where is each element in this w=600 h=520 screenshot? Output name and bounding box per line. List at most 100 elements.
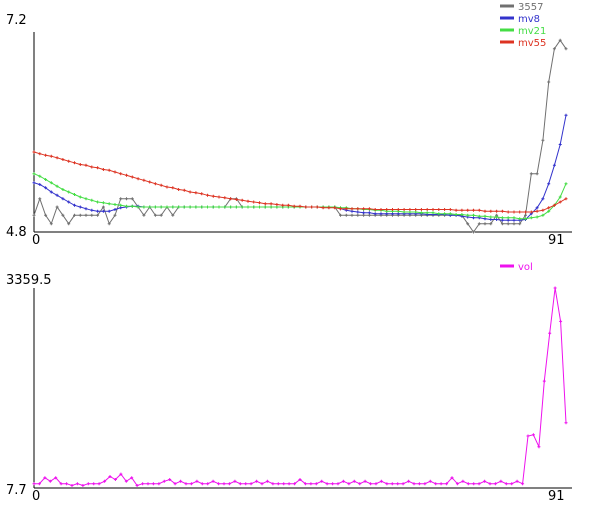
price-series-mv55-point — [107, 168, 111, 172]
price-series-mv8-point — [552, 163, 556, 167]
price-legend-label-mv21: mv21 — [518, 26, 546, 37]
price-series-mv55-point — [148, 180, 152, 184]
price-series-mv21-point — [32, 172, 36, 176]
price-series-mv55-point — [125, 173, 128, 177]
volume-series-vol-point — [211, 479, 215, 483]
volume-series-vol-point — [363, 479, 367, 483]
price-series-mv55-point — [286, 203, 290, 207]
price-series-mv21-point — [223, 205, 227, 209]
price-series-mv55-point — [38, 152, 42, 156]
volume-series-vol-point — [412, 482, 416, 486]
price-series-mv21-point — [564, 182, 568, 186]
price-series-3557-point — [159, 213, 163, 217]
price-series-3557-point — [90, 213, 94, 217]
price-series-3557-point — [466, 222, 470, 226]
price-series-mv55-point — [200, 192, 204, 196]
volume-series-vol-point — [200, 482, 204, 486]
price-series-group — [32, 38, 568, 234]
price-series-mv8-point — [113, 208, 117, 211]
price-series-mv55-point — [136, 177, 140, 181]
price-series-mv55-point — [564, 197, 568, 201]
price-series-mv21-point — [512, 216, 516, 220]
price-series-mv21-point — [136, 205, 140, 209]
price-series-mv55-point — [425, 208, 429, 211]
price-series-mv21-point — [78, 195, 82, 199]
price-series-mv55-point — [194, 191, 198, 195]
volume-series-vol-point — [276, 482, 280, 486]
volume-series-vol-point — [358, 482, 362, 486]
price-series-3557-point — [356, 213, 360, 217]
price-series-3557-point — [119, 197, 123, 201]
volume-series-vol-point — [92, 482, 96, 486]
price-series-3557-point — [84, 213, 88, 217]
price-series-mv55-point — [396, 208, 400, 211]
price-series-mv21-point — [148, 205, 152, 209]
volume-series-vol-point — [233, 479, 237, 483]
price-series-mv21-point — [263, 205, 267, 209]
volume-series-vol-point — [374, 482, 378, 486]
price-series-mv21-point — [49, 181, 53, 185]
price-series-mv21-point — [466, 213, 470, 217]
price-y-min-label: 4.8 — [6, 225, 27, 240]
price-series-mv8-point — [49, 190, 53, 194]
price-series-mv55-point — [159, 183, 163, 187]
price-series-mv55-point — [281, 203, 285, 207]
price-series-mv8-point — [84, 207, 88, 211]
price-series-mv55-point — [512, 210, 516, 214]
volume-series-vol-point — [130, 476, 134, 480]
volume-series-vol-point — [461, 479, 465, 483]
price-series-3557-point — [67, 222, 71, 226]
price-series-mv55-point — [211, 194, 215, 198]
price-series-3557-point — [78, 213, 82, 217]
price-series-mv55-point — [500, 209, 504, 213]
price-series-mv55-point — [275, 203, 279, 206]
price-series-mv8-point — [564, 113, 568, 117]
price-series-mv55-point — [454, 208, 458, 212]
volume-series-vol-point — [260, 482, 264, 486]
price-series-3557-point — [535, 172, 539, 176]
price-series-mv21-point — [159, 205, 163, 209]
price-series-mv55-point — [298, 204, 302, 208]
price-series-3557-point — [547, 80, 551, 84]
price-series-mv55-point — [529, 210, 533, 214]
volume-chart: 3359.5 7.7 0 91 vol — [6, 262, 572, 504]
price-series-mv55-point — [61, 158, 65, 161]
volume-series-vol-point — [320, 479, 324, 483]
price-series-mv55-point — [344, 207, 348, 211]
price-series-mv21-point — [61, 188, 65, 191]
price-series-mv55-point — [495, 209, 499, 213]
volume-series-vol-point — [37, 482, 41, 486]
price-series-mv21-point — [206, 205, 209, 209]
price-series-mv55-point — [234, 198, 238, 201]
volume-series-vol-point — [434, 482, 438, 486]
price-series-3557-point — [61, 213, 65, 217]
price-x-end-label: 91 — [548, 233, 565, 248]
volume-series-vol-point — [428, 479, 432, 483]
volume-series-vol-point — [493, 482, 497, 486]
price-series-mv21-point — [425, 211, 429, 215]
volume-series-vol-point — [54, 476, 58, 480]
volume-series-vol-point — [314, 482, 318, 486]
price-series-mv8-point — [541, 197, 545, 201]
price-series-mv21-point — [240, 205, 244, 209]
price-series-mv8-point — [558, 143, 562, 146]
price-series-mv55-point — [408, 208, 412, 211]
volume-series-vol-point — [271, 482, 275, 486]
price-series-mv55-point — [171, 186, 175, 190]
price-series-mv8-point — [67, 200, 71, 204]
price-series-mv55-point — [49, 154, 53, 158]
volume-series-vol-point — [401, 482, 405, 486]
price-series-mv21-point — [125, 204, 128, 208]
volume-series-vol-point — [531, 433, 535, 437]
volume-legend: vol — [500, 262, 533, 273]
price-series-mv21-point — [194, 205, 198, 209]
volume-series-vol-point — [483, 479, 487, 483]
price-series-mv21-point — [489, 215, 493, 219]
price-series-mv21-point — [448, 212, 452, 216]
volume-series-vol-point — [103, 479, 107, 483]
volume-series-vol-point — [146, 482, 150, 486]
volume-series-vol-point — [75, 482, 79, 486]
price-series-3557-point — [32, 213, 36, 217]
price-series-3557-point — [500, 222, 504, 226]
volume-series-vol-point — [179, 479, 183, 483]
